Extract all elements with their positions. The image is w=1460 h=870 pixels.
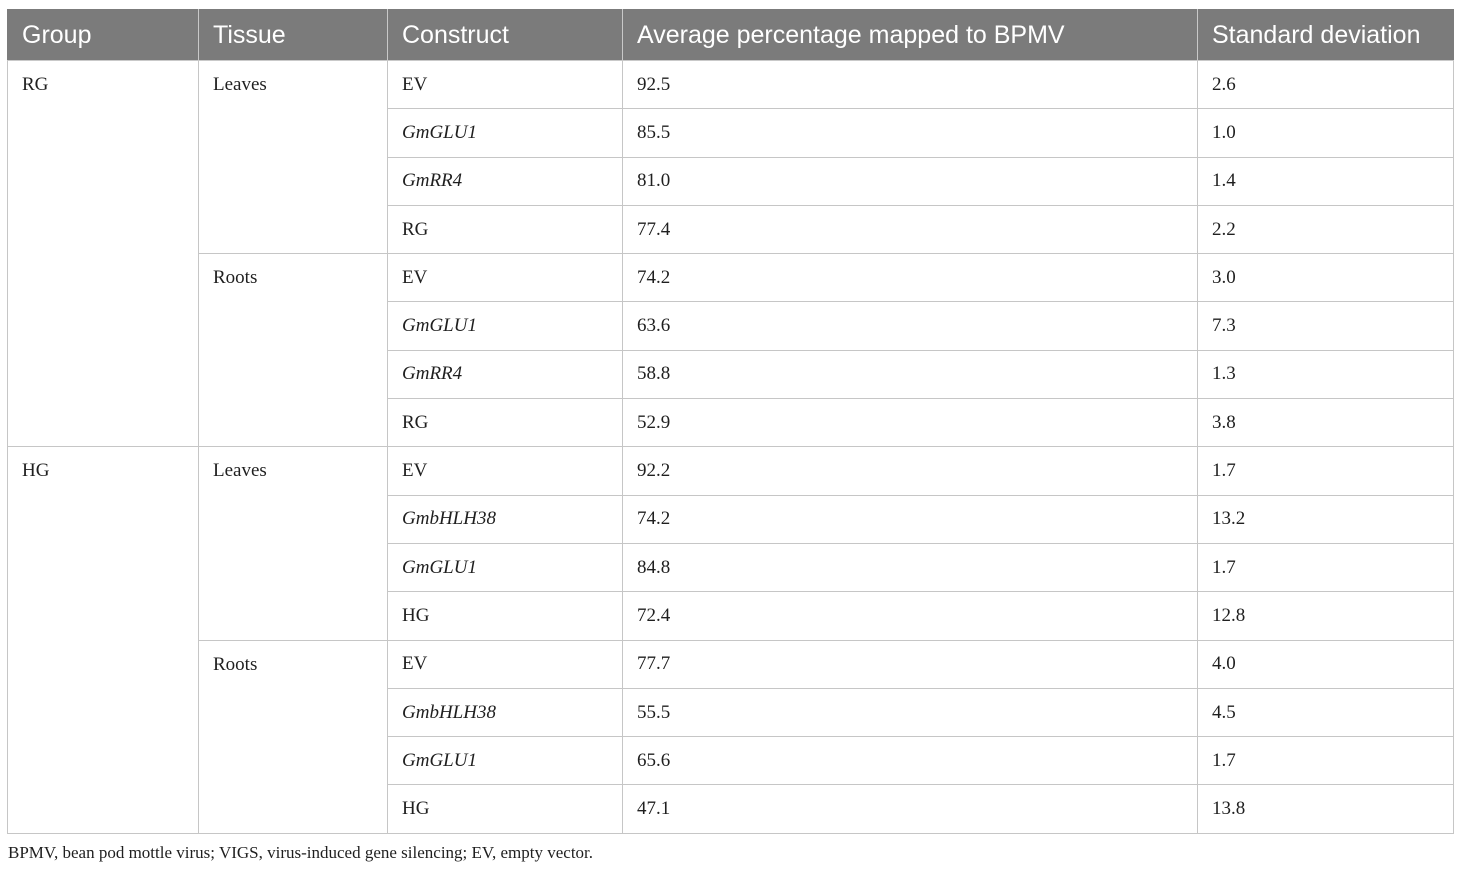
construct-cell: GmGLU1	[387, 108, 623, 158]
header-tissue: Tissue	[198, 9, 388, 61]
average-percentage-cell: 65.6	[622, 736, 1198, 786]
average-percentage-cell: 85.5	[622, 108, 1198, 158]
average-percentage-cell: 92.5	[622, 59, 1198, 110]
table-footnote: BPMV, bean pod mottle virus; VIGS, virus…	[8, 843, 594, 862]
average-percentage-cell: 77.7	[622, 639, 1198, 689]
standard-deviation-cell: 2.2	[1197, 204, 1454, 255]
table-row: RG Leaves EV 92.5 2.6	[7, 59, 1454, 448]
construct-cell: EV	[387, 59, 623, 110]
table-row: Roots EV 74.2 3.0	[8, 253, 1454, 448]
table-row: GmbHLH38 55.5 4.5	[8, 687, 1454, 738]
average-percentage-cell: 63.6	[622, 301, 1198, 351]
average-percentage-cell: 74.2	[622, 494, 1198, 544]
standard-deviation-cell: 3.8	[1197, 398, 1454, 448]
standard-deviation-cell: 3.0	[1197, 253, 1454, 303]
group-cell: HG	[7, 446, 199, 834]
standard-deviation-cell: 12.8	[1197, 591, 1454, 641]
bpmv-mapping-table: Group Tissue Construct Average percentag…	[7, 9, 1454, 834]
construct-cell: RG	[387, 204, 623, 255]
average-percentage-cell: 52.9	[622, 398, 1198, 448]
standard-deviation-cell: 1.3	[1197, 349, 1454, 400]
average-percentage-cell: 55.5	[622, 687, 1198, 738]
group-cell: RG	[7, 59, 199, 448]
standard-deviation-cell: 1.7	[1197, 542, 1454, 593]
table-row: RG 77.4 2.2	[8, 204, 1454, 255]
table-row: GmGLU1 85.5 1.0	[8, 108, 1454, 158]
standard-deviation-cell: 1.7	[1197, 736, 1454, 786]
average-percentage-cell: 58.8	[622, 349, 1198, 400]
table-row: HG Leaves EV 92.2 1.7	[7, 446, 1454, 834]
standard-deviation-cell: 1.0	[1197, 108, 1454, 158]
table-row: HG 72.4 12.8	[8, 591, 1454, 641]
table-body: RG Leaves EV 92.5 2.6 GmGLU1 85.5 1.0 GmRR4 81.0 1…	[7, 59, 1454, 834]
table-row: GmGLU1 65.6 1.7	[8, 736, 1454, 786]
table-row: GmbHLH38 74.2 13.2	[8, 494, 1454, 544]
table-row: GmGLU1 63.6 7.3	[8, 301, 1454, 351]
standard-deviation-cell: 13.2	[1197, 494, 1454, 544]
standard-deviation-cell: 4.5	[1197, 687, 1454, 738]
table-row: RG 52.9 3.8	[8, 398, 1454, 448]
data-table-container: Group Tissue Construct Average percentag…	[7, 9, 1454, 834]
tissue-cell: Leaves	[198, 59, 388, 255]
construct-cell: HG	[387, 591, 623, 641]
table-row: GmRR4 81.0 1.4	[8, 156, 1454, 206]
construct-cell: GmRR4	[387, 156, 623, 206]
standard-deviation-cell: 4.0	[1197, 639, 1454, 689]
construct-cell: EV	[387, 253, 623, 303]
average-percentage-cell: 72.4	[622, 591, 1198, 641]
construct-cell: GmbHLH38	[387, 494, 623, 544]
construct-cell: GmGLU1	[387, 301, 623, 351]
construct-cell: GmbHLH38	[387, 687, 623, 738]
table-row: GmGLU1 84.8 1.7	[8, 542, 1454, 593]
average-percentage-cell: 74.2	[622, 253, 1198, 303]
average-percentage-cell: 92.2	[622, 446, 1198, 496]
construct-cell: EV	[387, 639, 623, 689]
tissue-cell: Roots	[198, 253, 388, 448]
table-row: HG 47.1 13.8	[8, 784, 1454, 834]
table-header: Group Tissue Construct Average percentag…	[7, 9, 1454, 61]
table-row: GmRR4 58.8 1.3	[8, 349, 1454, 400]
standard-deviation-cell: 1.4	[1197, 156, 1454, 206]
standard-deviation-cell: 1.7	[1197, 446, 1454, 496]
standard-deviation-cell: 2.6	[1197, 59, 1454, 110]
average-percentage-cell: 77.4	[622, 204, 1198, 255]
header-average-percentage: Average percentage mapped to BPMV	[622, 9, 1198, 61]
header-group: Group	[7, 9, 199, 61]
average-percentage-cell: 81.0	[622, 156, 1198, 206]
average-percentage-cell: 47.1	[622, 784, 1198, 834]
average-percentage-cell: 84.8	[622, 542, 1198, 593]
header-standard-deviation: Standard deviation	[1197, 9, 1454, 61]
construct-cell: EV	[387, 446, 623, 496]
standard-deviation-cell: 7.3	[1197, 301, 1454, 351]
construct-cell: GmGLU1	[387, 736, 623, 786]
construct-cell: HG	[387, 784, 623, 834]
standard-deviation-cell: 13.8	[1197, 784, 1454, 834]
construct-cell: RG	[387, 398, 623, 448]
table-row: Roots EV 77.7 4.0	[8, 639, 1454, 834]
header-construct: Construct	[387, 9, 623, 61]
construct-cell: GmRR4	[387, 349, 623, 400]
header-row: Group Tissue Construct Average percentag…	[7, 9, 1454, 61]
tissue-cell: Leaves	[198, 446, 388, 641]
construct-cell: GmGLU1	[387, 542, 623, 593]
tissue-cell: Roots	[198, 639, 388, 834]
